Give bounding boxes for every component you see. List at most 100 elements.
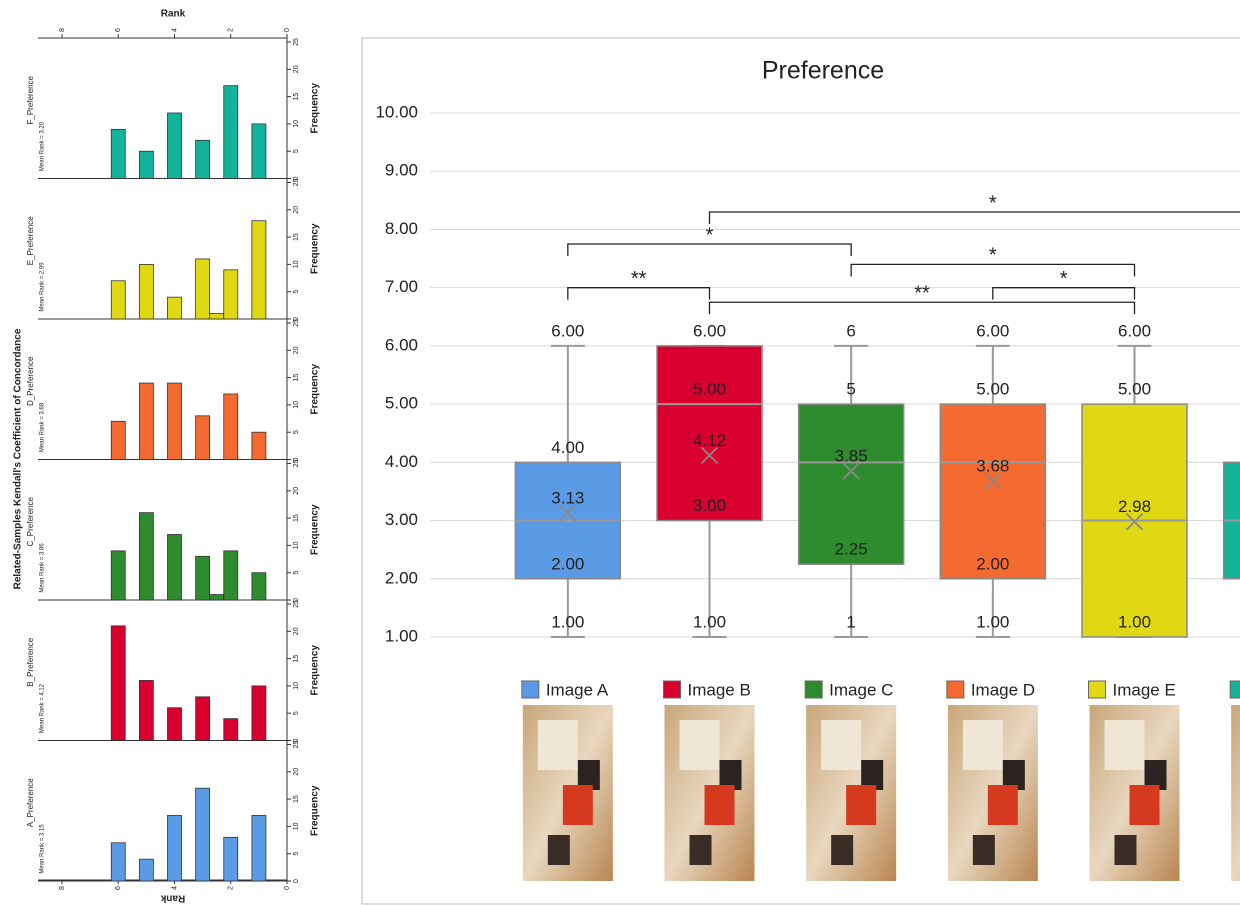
significance-label: **	[914, 283, 930, 305]
data-label: 6.00	[1118, 321, 1151, 340]
bar	[195, 415, 211, 460]
y-tick-label: 20	[293, 206, 300, 214]
data-label: 5.00	[976, 380, 1009, 399]
box	[656, 345, 763, 522]
chart-title: Preference	[762, 57, 884, 85]
bar	[167, 815, 182, 882]
legend-swatch	[521, 680, 540, 699]
y-tick-label: 25	[293, 741, 300, 749]
x-tick-label: 2	[228, 886, 235, 890]
bar	[138, 263, 154, 320]
y-tick-label: 8.00	[385, 219, 418, 238]
data-label: 5.00	[693, 380, 726, 399]
data-label: 1.00	[976, 612, 1009, 631]
mean-marker	[984, 472, 1002, 490]
significance-bracket	[992, 287, 1136, 300]
bar	[167, 707, 182, 741]
y-tick-label: 10	[293, 822, 300, 830]
significance-label: *	[989, 245, 997, 267]
y-tick-label: 0	[293, 317, 300, 321]
data-label: 3.00	[693, 496, 726, 515]
bar	[209, 594, 225, 601]
y-axis-label: Frequency	[310, 645, 321, 696]
bar	[251, 572, 267, 601]
y-tick-label: 20	[293, 768, 300, 776]
mean-marker	[1125, 513, 1144, 531]
y-tick-label: 25	[293, 600, 300, 608]
legend-label: Image A	[546, 680, 609, 699]
data-label: 1.00	[693, 612, 726, 631]
y-tick-label: 1.00	[385, 626, 418, 645]
bar	[110, 625, 126, 741]
data-label: 6.00	[551, 321, 584, 340]
photo-detail	[831, 835, 854, 865]
data-label: 1	[846, 612, 855, 631]
y-tick-label: 15	[293, 233, 300, 241]
x-tick-label: 2	[228, 28, 235, 32]
legend-label: Image D	[971, 680, 1035, 699]
y-tick-label: 4.00	[385, 452, 418, 471]
photo	[1089, 705, 1180, 881]
bar	[195, 787, 211, 882]
photo-detail	[861, 760, 884, 790]
x-tick-label: 8	[59, 886, 66, 890]
bar	[223, 85, 239, 179]
y-axis-label: Frequency	[310, 785, 321, 836]
data-label: 3.68	[976, 456, 1009, 475]
legend-swatch	[1088, 680, 1106, 699]
y-tick-label: 10	[293, 541, 300, 549]
y-tick-label: 0	[293, 457, 300, 461]
data-label: 5	[846, 380, 855, 399]
data-label: 2.25	[835, 540, 868, 559]
box	[939, 403, 1047, 580]
bar	[110, 280, 126, 320]
bar	[251, 220, 267, 320]
significance-bracket	[708, 211, 1240, 224]
y-tick-label: 15	[293, 795, 300, 803]
legend-swatch	[946, 680, 965, 699]
photo-detail	[1129, 785, 1160, 825]
y-tick-label: 0	[293, 738, 300, 742]
subtitle: Mean Rank = 3.68	[40, 402, 46, 452]
bar	[138, 150, 154, 179]
chart-title: C_Preference	[26, 497, 35, 547]
photo-detail	[562, 785, 593, 825]
photo-bg	[1231, 705, 1240, 881]
bar	[110, 550, 126, 601]
significance-bracket	[850, 263, 1136, 277]
bar	[138, 858, 154, 882]
data-label: 4.12	[693, 431, 726, 450]
y-tick-label: 10	[293, 120, 300, 128]
y-tick-label: 20	[293, 487, 300, 495]
bar	[138, 680, 154, 741]
y-tick-label: 15	[293, 374, 300, 382]
photo-detail	[577, 760, 600, 790]
y-tick-label: 20	[293, 627, 300, 635]
mean-marker	[559, 504, 577, 522]
chart-title: B_Preference	[26, 637, 35, 686]
photo-detail	[962, 720, 1003, 770]
significance-label: *	[989, 192, 997, 214]
bar	[195, 555, 211, 601]
y-tick-label: 20	[293, 65, 300, 73]
data-label: 3.13	[551, 488, 584, 507]
y-tick-label: 3.00	[385, 510, 418, 529]
data-label: 2.00	[551, 554, 584, 573]
subtitle: Mean Rank = 4.12	[40, 683, 46, 733]
y-axis-label: Frequency	[310, 364, 321, 415]
photo-detail	[704, 785, 735, 825]
legend-label: Image E	[1113, 680, 1176, 699]
data-label: 1.00	[1118, 612, 1151, 631]
subtitle: Mean Rank = 3.20	[40, 121, 46, 171]
y-tick-label: 10	[293, 260, 300, 268]
significance-label: *	[706, 224, 714, 246]
y-tick-label: 5	[293, 290, 300, 294]
data-label: 1.00	[551, 612, 584, 631]
y-tick-label: 10	[293, 682, 300, 690]
bar	[110, 842, 126, 882]
bar	[138, 512, 154, 601]
significance-bracket	[567, 287, 711, 300]
photo-detail	[719, 760, 742, 790]
y-tick-label: 20	[293, 346, 300, 354]
chart-title: F_Preference	[26, 75, 35, 124]
